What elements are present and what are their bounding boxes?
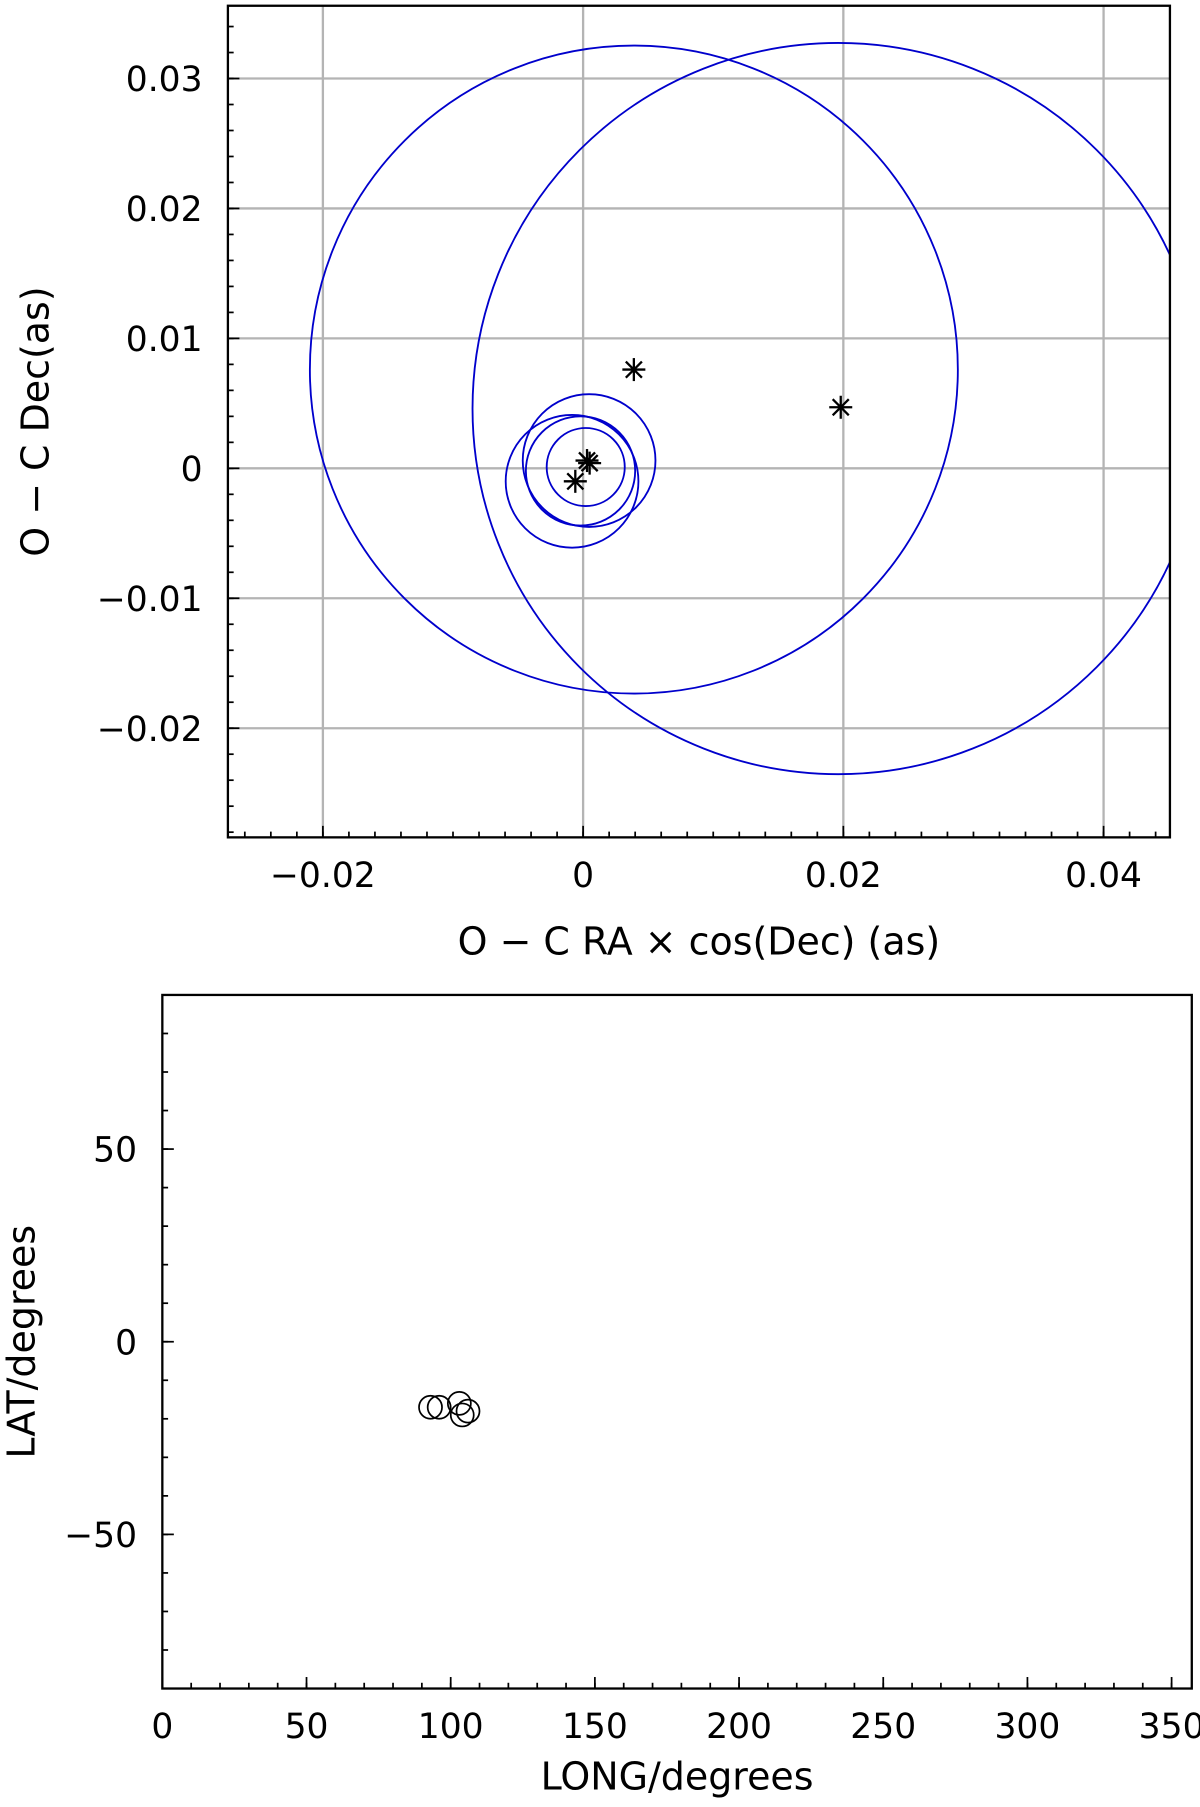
axes-frame [161, 993, 1193, 1690]
circle-marker [455, 1398, 481, 1424]
y-tick-label: −50 [64, 1516, 137, 1556]
x-tick-label: 0 [151, 1707, 173, 1747]
y-tick-label: 0 [181, 450, 203, 490]
y-tick-label: −0.01 [97, 580, 203, 620]
y-tick-label: 0.01 [126, 320, 203, 360]
error-circle [471, 42, 1170, 775]
plot-area [418, 1391, 481, 1428]
x-tick-label: 50 [285, 1707, 329, 1747]
error-circle [524, 415, 637, 527]
x-tick-label: 0.04 [1065, 856, 1142, 896]
star-stroke [580, 454, 599, 473]
x-tick-label: 100 [418, 1707, 484, 1747]
error-circle [545, 427, 626, 507]
y-tick-label: 0 [115, 1323, 137, 1363]
y-tick-label: −0.02 [97, 710, 203, 750]
star-marker [829, 395, 853, 419]
x-tick-label: 300 [994, 1707, 1060, 1747]
x-axis-label: O − C RA × cos(Dec) (as) [458, 920, 941, 964]
x-tick-label: 0 [572, 856, 594, 896]
error-circle [521, 393, 657, 528]
circle-marker [449, 1402, 475, 1428]
y-axis-label: LAT/degrees [0, 1225, 44, 1459]
star-marker [563, 469, 587, 493]
x-tick-label: 0.02 [805, 856, 882, 896]
star-stroke [624, 360, 643, 379]
circle-marker [418, 1394, 443, 1420]
axes-frame [226, 4, 1172, 839]
residual-plot: −0.02 0 0.02 0.04 −0.02 −0.01 0 0.01 0.02 0.03 O −… [13, 4, 1172, 964]
error-circle [504, 414, 640, 549]
star-stroke [566, 472, 585, 491]
x-tick-label: −0.02 [270, 856, 376, 896]
star-marker [578, 451, 602, 475]
y-tick-label: 0.02 [126, 190, 203, 230]
x-axis-label: LONG/degrees [541, 1755, 814, 1799]
plot-area [308, 42, 1170, 775]
circle-marker [446, 1391, 472, 1416]
x-tick-label: 250 [850, 1707, 916, 1747]
y-axis-label: O − C Dec(as) [13, 286, 57, 556]
y-tick-label: 0.03 [126, 60, 203, 100]
star-marker [622, 358, 646, 382]
x-tick-label: 150 [562, 1707, 628, 1747]
y-tick-label: 50 [93, 1131, 137, 1171]
star-stroke [831, 398, 850, 417]
x-tick-label: 350 [1139, 1707, 1200, 1747]
error-circle [308, 44, 959, 695]
circle-marker [426, 1394, 452, 1420]
x-tick-label: 200 [706, 1707, 772, 1747]
position-plot: 0 50 100 150 200 250 300 350 −50 0 50 LONG/degrees L… [0, 993, 1200, 1799]
